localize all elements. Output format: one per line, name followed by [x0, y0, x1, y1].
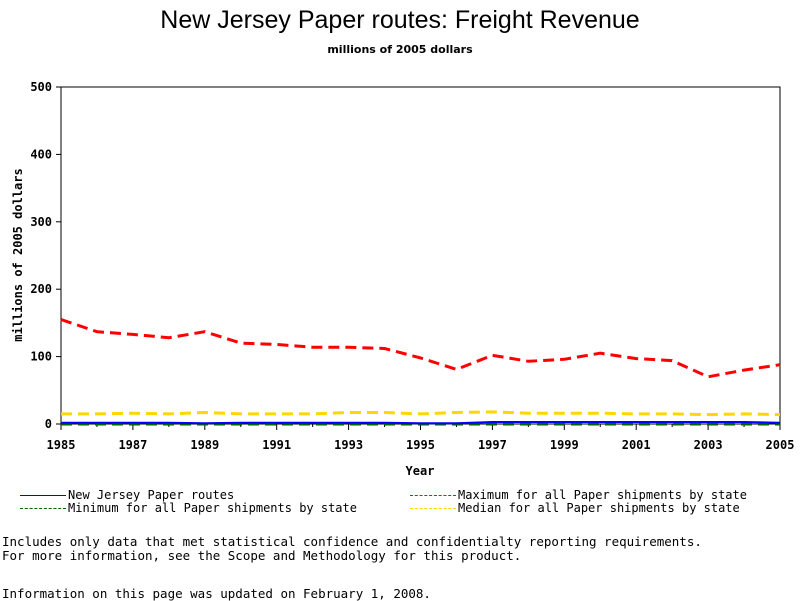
x-tick-label: 2001	[622, 438, 651, 452]
x-tick-label: 1987	[118, 438, 147, 452]
x-axis-label: Year	[406, 464, 435, 478]
y-tick-label: 500	[30, 80, 52, 94]
legend-item-maximum: Maximum for all Paper shipments by state	[410, 488, 747, 502]
series-line-maximum-for-all-paper-shipments-by-state	[60, 318, 781, 379]
chart-title: New Jersey Paper routes: Freight Revenue	[160, 6, 640, 34]
plot-frame	[60, 86, 781, 425]
legend-label: Minimum for all Paper shipments by state	[68, 501, 357, 515]
legend-label: Maximum for all Paper shipments by state	[458, 488, 747, 502]
chart-subtitle: millions of 2005 dollars	[327, 43, 473, 56]
legend-swatch	[20, 494, 66, 496]
series-line-median-for-all-paper-shipments-by-state	[61, 410, 781, 417]
y-tick-label: 400	[30, 147, 52, 161]
series-line-new-jersey-paper-routes	[61, 421, 781, 425]
update-note: Information on this page was updated on …	[2, 586, 431, 601]
y-axis: 0 100 200 300 400 500	[30, 80, 61, 431]
footnote-line-2: For more information, see the Scope and …	[2, 548, 522, 563]
legend-item-new-jersey: New Jersey Paper routes	[20, 488, 234, 502]
y-tick-label: 0	[45, 417, 52, 431]
x-tick-label: 1995	[406, 438, 435, 452]
x-tick-label: 1999	[550, 438, 579, 452]
legend-label: New Jersey Paper routes	[68, 488, 235, 502]
legend-item-median: Median for all Paper shipments by state	[410, 501, 740, 515]
x-tick-label: 1989	[190, 438, 219, 452]
y-tick-label: 100	[30, 350, 52, 364]
x-tick-label: 1997	[478, 438, 507, 452]
y-axis-label: millions of 2005 dollars	[11, 168, 25, 341]
legend-swatch	[410, 507, 456, 509]
legend-item-minimum: Minimum for all Paper shipments by state	[20, 501, 357, 515]
x-tick-label: 2005	[766, 438, 795, 452]
series-layer	[60, 318, 781, 426]
legend-swatch	[410, 494, 456, 496]
x-axis: 1985 1987 1989 1991 1993 1995 1997 1999 2001 2003…	[47, 424, 795, 452]
y-tick-label: 200	[30, 282, 52, 296]
x-tick-label: 1985	[47, 438, 76, 452]
footnote-line-1: Includes only data that met statistical …	[2, 534, 702, 549]
legend-swatch	[20, 507, 66, 509]
x-tick-label: 1991	[262, 438, 291, 452]
y-tick-label: 300	[30, 215, 52, 229]
x-tick-label: 1993	[334, 438, 363, 452]
chart: 0 100 200 300 400 500 1985 1987 1989 1991 1993 199…	[11, 80, 795, 478]
footnote: Includes only data that met statistical …	[2, 535, 702, 563]
x-tick-label: 2003	[694, 438, 723, 452]
legend-label: Median for all Paper shipments by state	[458, 501, 740, 515]
legend: New Jersey Paper routes Minimum for all …	[0, 486, 800, 516]
